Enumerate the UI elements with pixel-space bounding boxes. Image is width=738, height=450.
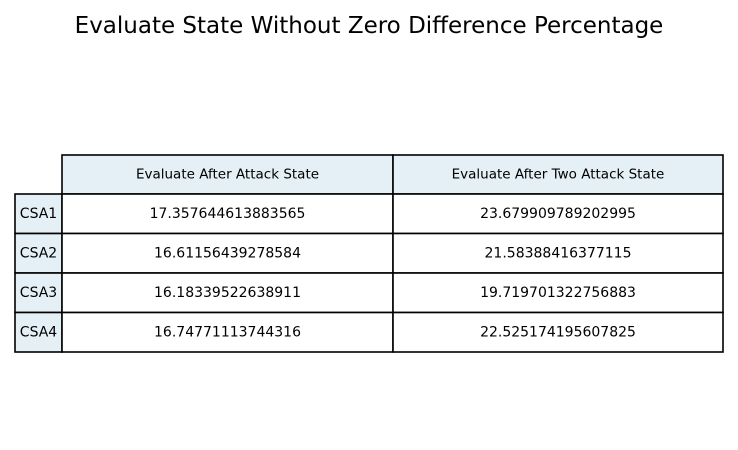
column-header-label: Evaluate After Attack State bbox=[136, 167, 319, 183]
row-label-cell bbox=[14, 311, 63, 353]
row-label: CSA4 bbox=[20, 324, 57, 340]
table-cell-value: 23.679909789202995 bbox=[480, 206, 636, 222]
table-cell bbox=[61, 311, 394, 353]
table-cell-value: 21.58388416377115 bbox=[485, 245, 632, 261]
row-label: CSA3 bbox=[20, 285, 57, 301]
column-header-cell bbox=[61, 154, 394, 195]
table-cell-value: 16.18339522638911 bbox=[154, 285, 301, 301]
table-cell-value: 16.61156439278584 bbox=[154, 245, 301, 261]
column-header-cell bbox=[392, 154, 724, 195]
column-header-row: Evaluate After Attack State Evaluate Afte… bbox=[61, 154, 724, 195]
table-cell bbox=[392, 193, 724, 235]
table-cell bbox=[61, 232, 394, 274]
table-cell bbox=[392, 311, 724, 353]
table-body: 17.357644613883565 23.679909789202995 16.6… bbox=[61, 193, 724, 353]
row-label-column: CSA1 CSA2 CSA3 CSA4 bbox=[14, 193, 63, 353]
row-label: CSA2 bbox=[20, 245, 57, 261]
table-cell-value: 17.357644613883565 bbox=[150, 206, 306, 222]
column-header-label: Evaluate After Two Attack State bbox=[452, 167, 665, 183]
chart-title: Evaluate State Without Zero Difference P… bbox=[74, 13, 664, 39]
table-cell bbox=[392, 232, 724, 274]
table-cell-value: 22.525174195607825 bbox=[480, 324, 636, 340]
table-cell bbox=[392, 272, 724, 314]
table-cell-value: 19.719701322756883 bbox=[480, 285, 636, 301]
table-cell-value: 16.74771113744316 bbox=[154, 324, 301, 340]
row-label: CSA1 bbox=[20, 206, 57, 222]
row-label-cell bbox=[14, 193, 63, 235]
